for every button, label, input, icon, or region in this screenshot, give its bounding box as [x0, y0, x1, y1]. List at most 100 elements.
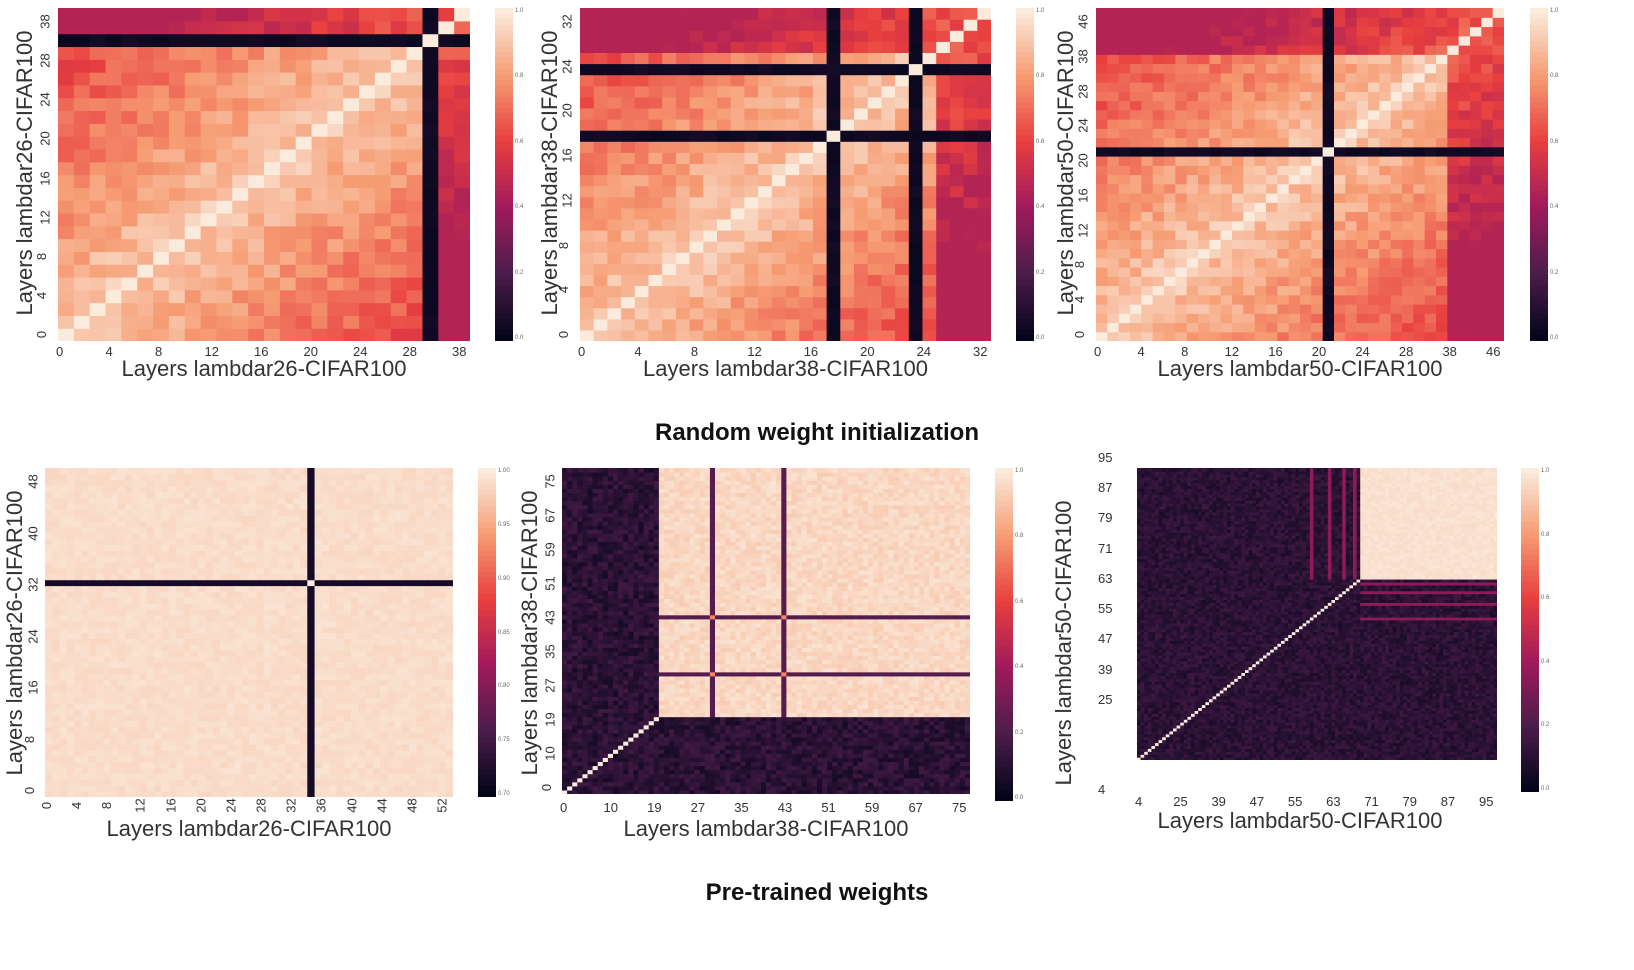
- heatmap-cell: [292, 755, 301, 763]
- heatmap-cell: [1209, 230, 1222, 240]
- heatmap-cell: [1402, 54, 1414, 65]
- heatmap-cell: [1254, 82, 1267, 92]
- colorbar-segment: [1016, 246, 1034, 253]
- heatmap-cell: [689, 252, 704, 264]
- heatmap-cell: [103, 732, 112, 739]
- heatmap-cell: [307, 650, 316, 657]
- heatmap-cell: [168, 714, 177, 722]
- heatmap-cell: [73, 225, 91, 240]
- heatmap-cell: [1175, 91, 1188, 102]
- heatmap-cell: [1345, 211, 1358, 222]
- heatmap-cell: [703, 185, 718, 198]
- heatmap-cell: [45, 703, 53, 710]
- heatmap-cell: [227, 609, 236, 616]
- heatmap-cell: [58, 59, 75, 73]
- heatmap-cell: [285, 720, 294, 728]
- heatmap-cell: [621, 30, 636, 42]
- heatmap-cell: [1322, 8, 1335, 18]
- heatmap-cell: [336, 603, 345, 610]
- heatmap-cell: [88, 697, 97, 704]
- heatmap-cell: [1458, 248, 1471, 259]
- heatmap-cell: [689, 218, 704, 231]
- heatmap-cell: [402, 667, 410, 675]
- heatmap-cell: [438, 738, 447, 745]
- heatmap-cell: [854, 285, 869, 298]
- heatmap-cell: [249, 667, 257, 675]
- heatmap-cell: [977, 274, 991, 287]
- heatmap-cell: [1186, 165, 1199, 176]
- heatmap-cell: [402, 638, 410, 645]
- heatmap-cell: [212, 679, 221, 686]
- heatmap-cell: [285, 732, 294, 739]
- heatmap-cell: [270, 767, 279, 775]
- heatmap-cell: [1198, 26, 1210, 37]
- heatmap-cell: [1107, 35, 1120, 46]
- heatmap-cell: [58, 148, 75, 163]
- heatmap-cell: [343, 703, 352, 710]
- heatmap-cell: [1345, 331, 1358, 341]
- heatmap-cell: [234, 614, 243, 622]
- heatmap-cell: [416, 791, 425, 797]
- colorbar-segment: [495, 329, 513, 337]
- heatmap-cell: [1447, 267, 1460, 277]
- heatmap-cell: [1300, 202, 1312, 213]
- heatmap-cell: [607, 107, 622, 120]
- heatmap-cell: [1492, 45, 1504, 55]
- heatmap-cell: [1345, 100, 1358, 111]
- heatmap-cell: [854, 241, 869, 253]
- heatmap-cell: [1492, 331, 1504, 341]
- heatmap-cell: [1470, 119, 1482, 129]
- heatmap-cell: [1266, 248, 1278, 259]
- heatmap-cell: [1288, 72, 1301, 83]
- heatmap-cell: [1198, 313, 1210, 324]
- heatmap-cell: [1322, 156, 1335, 166]
- heatmap-cell: [1175, 156, 1188, 166]
- heatmap-cell: [183, 656, 192, 663]
- heatmap-cell: [607, 318, 622, 331]
- heatmap-cell: [198, 726, 206, 733]
- heatmap-cell: [321, 791, 330, 797]
- heatmap-cell: [137, 8, 154, 22]
- heatmap-cell: [200, 123, 218, 137]
- heatmap-cell: [438, 650, 447, 657]
- heatmap-cell: [279, 97, 297, 112]
- heatmap-cell: [110, 708, 119, 716]
- heatmap-cell: [621, 307, 636, 320]
- heatmap-cell: [110, 614, 119, 622]
- heatmap-cell: [52, 750, 61, 757]
- heatmap-cell: [867, 274, 882, 287]
- heatmap-cell: [307, 779, 316, 786]
- heatmap-cell: [263, 691, 272, 698]
- heatmap-cell: [402, 708, 410, 716]
- heatmap-cell: [416, 626, 425, 634]
- heatmap-cell: [176, 620, 185, 628]
- heatmap-cell: [1243, 17, 1256, 28]
- heatmap-cell: [454, 161, 470, 176]
- heatmap-cell: [402, 720, 410, 728]
- heatmap-cell: [607, 19, 622, 31]
- heatmap-cell: [183, 650, 192, 657]
- heatmap-cell: [343, 238, 360, 252]
- heatmap-cell: [1164, 109, 1176, 120]
- heatmap-cell: [1368, 165, 1380, 176]
- heatmap-cell: [1481, 220, 1494, 231]
- heatmap-cell: [840, 85, 855, 98]
- heatmap-cell: [922, 318, 937, 331]
- heatmap-cell: [438, 46, 455, 60]
- heatmap-cell: [1198, 276, 1210, 287]
- heatmap-cell: [307, 685, 316, 692]
- heatmap-cell: [908, 230, 924, 242]
- heatmap-cell: [234, 708, 243, 716]
- heatmap-cell: [81, 779, 90, 786]
- heatmap-cell: [580, 174, 595, 187]
- heatmap-cell: [216, 59, 233, 73]
- heatmap-cell: [580, 19, 595, 31]
- heatmap-cell: [771, 329, 787, 341]
- heatmap-cell: [949, 30, 965, 42]
- heatmap-cell: [422, 33, 439, 48]
- heatmap-cell: [1220, 257, 1233, 268]
- heatmap-cell: [416, 661, 425, 669]
- heatmap-cell: [1266, 146, 1278, 157]
- heatmap-cell: [387, 638, 396, 645]
- heatmap-cell: [1481, 285, 1494, 296]
